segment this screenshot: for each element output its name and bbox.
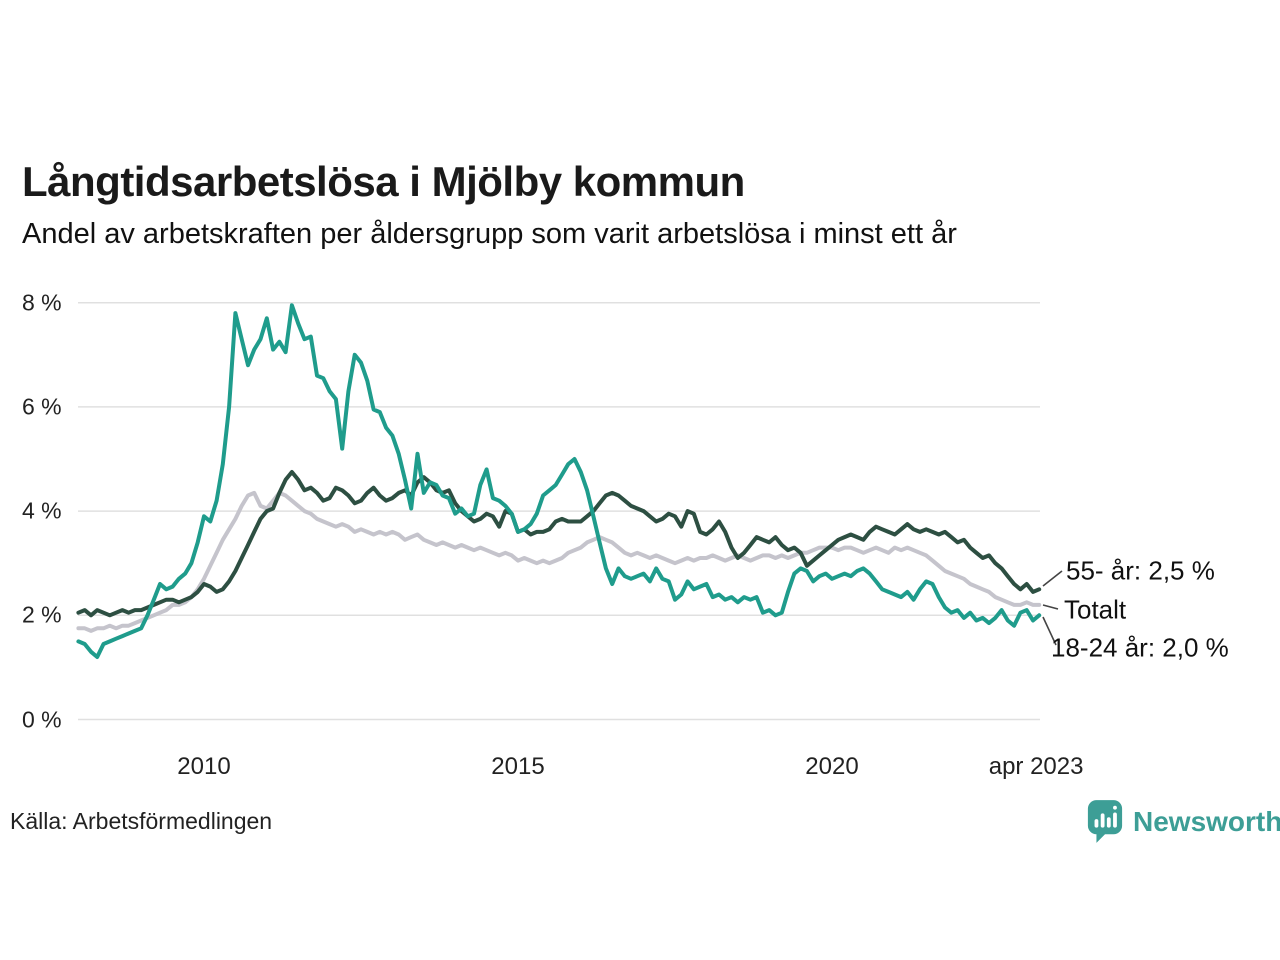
series-label-totalt: Totalt [1064, 594, 1127, 625]
series-line-18-24-r [76, 303, 1042, 659]
newsworthy-logo-icon [1087, 800, 1123, 843]
x-axis-tick-2020: 2020 [805, 753, 859, 780]
series-label-18-24-r: 18-24 år: 2,0 % [1051, 632, 1229, 663]
x-axis-tick-2010: 2010 [177, 753, 231, 780]
series-line-55-r [76, 470, 1042, 618]
chart-subtitle: Andel av arbetskraften per åldersgrupp s… [22, 218, 957, 250]
label-connector [1042, 616, 1057, 646]
y-axis-tick-8: 8 % [22, 289, 62, 316]
x-axis-tick-apr-2023: apr 2023 [988, 753, 1084, 780]
source-note: Källa: Arbetsförmedlingen [10, 808, 273, 834]
y-axis-tick-0: 0 % [22, 706, 62, 732]
label-connector [1042, 570, 1063, 587]
y-axis-tick-6: 6 % [22, 393, 62, 420]
y-axis-tick-2: 2 % [22, 601, 62, 628]
chart-title: Långtidsarbetslösa i Mjölby kommun [22, 158, 745, 206]
label-connector [1042, 604, 1059, 610]
x-axis-tick-2015: 2015 [491, 753, 545, 780]
y-axis-tick-4: 4 % [22, 497, 62, 524]
series-label-55-r: 55- år: 2,5 % [1066, 555, 1215, 586]
newsworthy-logo: Newsworthy [1086, 798, 1280, 844]
series-line-totalt [76, 490, 1042, 633]
newsworthy-logo-text: Newsworthy [1133, 806, 1280, 837]
